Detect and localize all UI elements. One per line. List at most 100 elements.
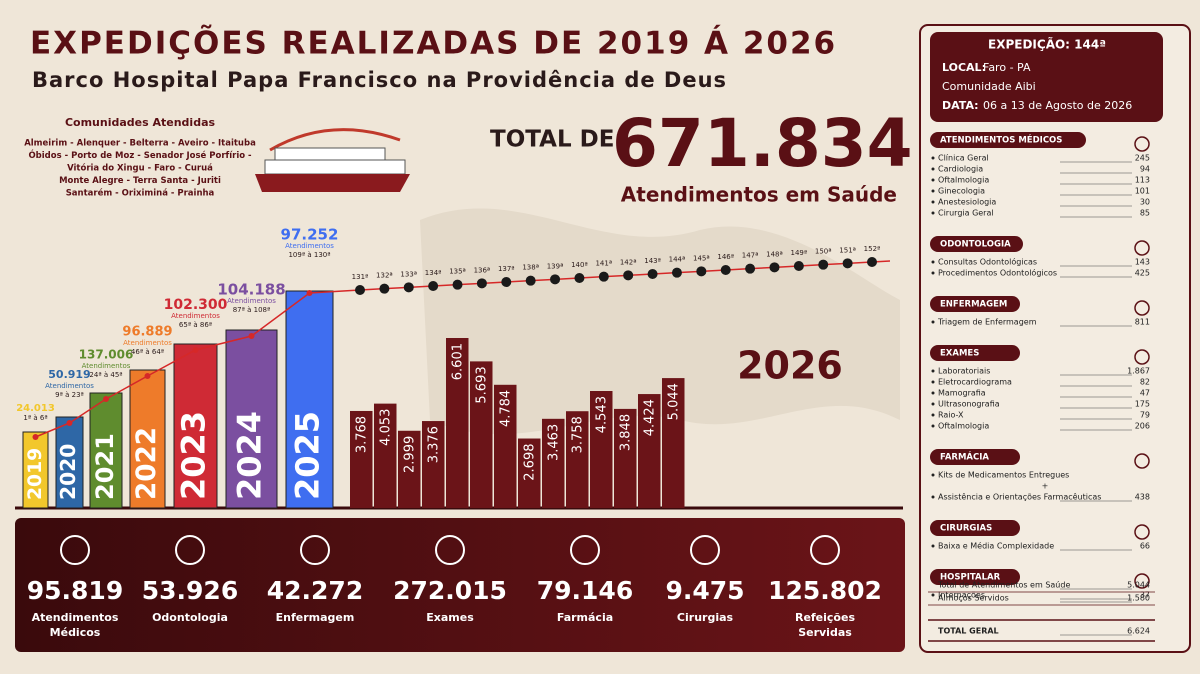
- summary-value: 9.475: [665, 576, 744, 605]
- bullet: [931, 178, 935, 182]
- detail-label: Eletrocardiograma: [938, 378, 1012, 387]
- local-label: LOCAL:: [942, 61, 986, 74]
- year-range: 46ª à 64ª: [131, 348, 164, 356]
- summary-label: Enfermagem: [276, 611, 355, 624]
- summary-value: 53.926: [142, 576, 238, 605]
- communities-title: Comunidades Atendidas: [65, 116, 216, 129]
- detail-value: 1.580: [1127, 594, 1150, 603]
- bullet: [931, 424, 935, 428]
- expedition-bar: [470, 361, 493, 508]
- expedition-bar-label: 3.758: [571, 416, 586, 453]
- expedition-label: 145ª: [693, 254, 710, 262]
- summary-label: Refeições: [795, 611, 855, 624]
- section-header: [930, 520, 1020, 536]
- year-caption: Atendimentos: [45, 382, 94, 390]
- detail-label: Raio-X: [938, 411, 964, 420]
- expedition-dot: [720, 265, 731, 275]
- year-range: 87ª à 108ª: [233, 306, 271, 314]
- detail-label: Oftalmologia: [938, 176, 989, 185]
- year-label: 2024: [231, 411, 269, 500]
- trend-dot: [103, 396, 109, 402]
- section-header: [930, 296, 1020, 312]
- boat: [255, 128, 410, 192]
- year-label: 2022: [132, 427, 162, 500]
- detail-value: 143: [1135, 258, 1150, 267]
- section-icon: [1134, 453, 1150, 469]
- bullet: [931, 544, 935, 548]
- detail-value: 1.867: [1127, 367, 1150, 376]
- section-title: ODONTOLOGIA: [940, 240, 1011, 250]
- detail-label: Laboratoriais: [938, 367, 990, 376]
- bullet: [931, 391, 935, 395]
- expedition-label: 146ª: [717, 253, 734, 261]
- expedition-dot: [550, 274, 561, 285]
- section-icon: [1134, 240, 1150, 256]
- expedition-dot: [769, 262, 780, 273]
- detail-label: Kits de Medicamentos Entregues: [938, 471, 1069, 480]
- expedition-dot: [428, 281, 439, 291]
- expedition-label: 131ª: [352, 273, 369, 281]
- expedition-label: 150ª: [815, 248, 832, 256]
- expedition-bar: [518, 438, 541, 508]
- expedition-bar: [446, 338, 469, 508]
- detail-label: Clínica Geral: [938, 154, 989, 163]
- section-title: ENFERMAGEM: [940, 300, 1007, 310]
- section-title: ATENDIMENTOS MÉDICOS: [940, 134, 1062, 146]
- year-caption: Atendimentos: [123, 339, 172, 347]
- expedition-bar: [614, 408, 637, 508]
- bullet: [931, 593, 935, 597]
- summary-panel: [15, 518, 905, 652]
- detail-value: 245: [1135, 154, 1150, 163]
- section-header: [930, 132, 1086, 148]
- year-label: 2025: [289, 411, 327, 500]
- community-line: Santarém - Oriximiná - Prainha: [66, 188, 215, 199]
- summary-value: 79.146: [537, 576, 633, 605]
- year-caption: Atendimentos: [82, 362, 131, 370]
- bullet: [931, 413, 935, 417]
- expedition-label: 138ª: [522, 264, 539, 272]
- expedition-title: EXPEDIÇÃO: 144ª: [988, 37, 1106, 52]
- expedition-label: 151ª: [839, 246, 856, 254]
- expedition-dot: [671, 267, 682, 278]
- summary-icon: [300, 535, 330, 565]
- year-bar: [285, 290, 334, 509]
- detail-label: TOTAL GERAL: [938, 627, 999, 636]
- detail-value: 6.624: [1127, 627, 1150, 636]
- expedition-bar-label: 4.053: [379, 409, 394, 446]
- detail-value: 5.044: [1127, 581, 1150, 590]
- detail-label: Baixa e Média Complexidade: [938, 541, 1054, 551]
- bullet: [931, 369, 935, 373]
- expedition-bar-label: 5.044: [667, 383, 682, 420]
- expedition-dot: [501, 277, 512, 287]
- detail-label: Anestesiologia: [938, 198, 996, 207]
- trend-dot: [66, 420, 73, 426]
- year-range: 65ª à 86ª: [179, 321, 212, 329]
- expedition-label: 137ª: [498, 265, 515, 273]
- section-icon: [1134, 524, 1150, 540]
- expedition-bar: [374, 403, 397, 508]
- year-bar: [22, 431, 49, 509]
- expedition-dot: [574, 273, 585, 283]
- bullet: [931, 211, 935, 215]
- section-header: [930, 345, 1020, 361]
- total-label: TOTAL DE:: [490, 127, 624, 153]
- section-title: CIRURGIAS: [940, 524, 992, 534]
- detail-label: Triagem de Enfermagem: [937, 318, 1037, 327]
- year-bar: [129, 369, 166, 509]
- summary-icon: [810, 535, 840, 565]
- year-caption: Atendimentos: [227, 297, 276, 305]
- date-value: 06 a 13 de Agosto de 2026: [983, 99, 1132, 112]
- expedition-bar-label: 3.848: [619, 414, 634, 451]
- community-line: Monte Alegre - Terra Santa - Juriti: [59, 176, 221, 186]
- subtitle: Barco Hospital Papa Francisco na Providê…: [32, 68, 727, 92]
- expedition-dot: [379, 283, 390, 294]
- summary-label: Médicos: [50, 626, 101, 639]
- summary-icon: [570, 535, 600, 565]
- section-header: [930, 449, 1020, 465]
- year-bar: [225, 329, 278, 509]
- expedition-bar: [494, 384, 517, 508]
- detail-value: 30: [1140, 198, 1150, 207]
- expedition-label: 139ª: [547, 262, 564, 270]
- trend-dot: [192, 347, 199, 353]
